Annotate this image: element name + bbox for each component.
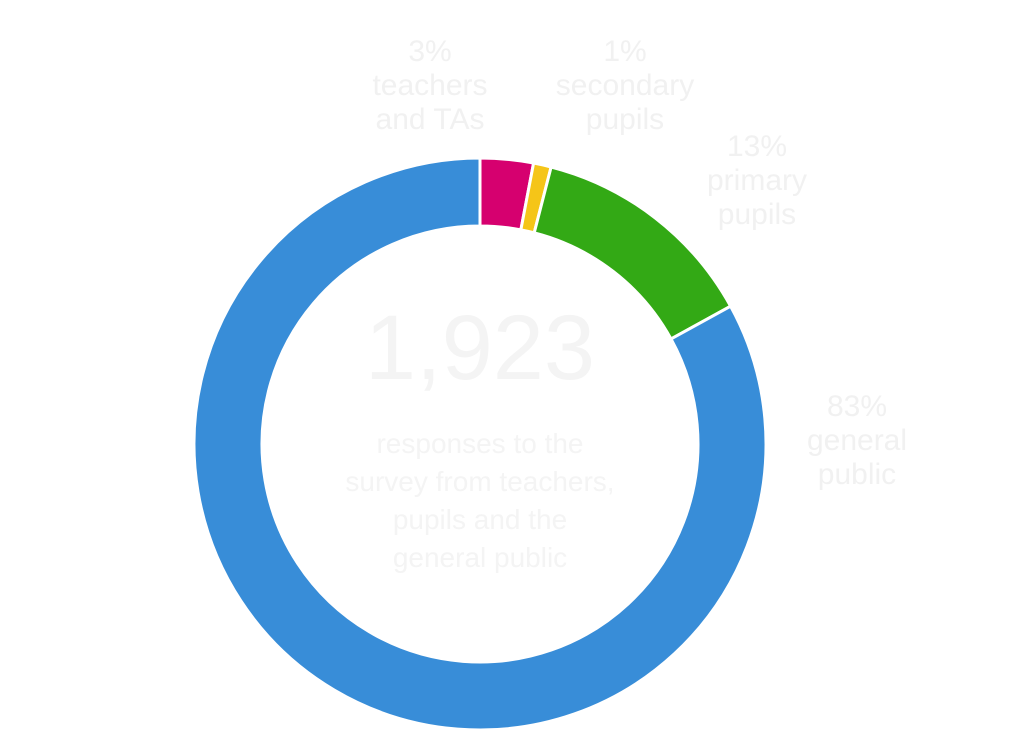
value-label: 1%: [603, 35, 647, 68]
center-total: 1,923: [364, 297, 596, 399]
category-label: general public: [806, 424, 908, 491]
category-label: primary pupils: [706, 164, 807, 231]
segment-label: 83% general public: [762, 390, 952, 492]
segment-label: 1% secondary pupils: [530, 35, 720, 137]
value-label: 13%: [726, 130, 788, 163]
value-label: 83%: [826, 390, 888, 423]
segment-label: 13% primary pupils: [662, 130, 852, 232]
value-label: 3%: [408, 35, 452, 68]
category-label: secondary pupils: [555, 69, 695, 136]
donut-segment: [192, 156, 768, 732]
category-label: teachers and TAs: [372, 69, 488, 136]
center-caption: responses to the survey from teachers, p…: [345, 428, 615, 573]
segment-label: 3% teachers and TAs: [335, 35, 525, 137]
